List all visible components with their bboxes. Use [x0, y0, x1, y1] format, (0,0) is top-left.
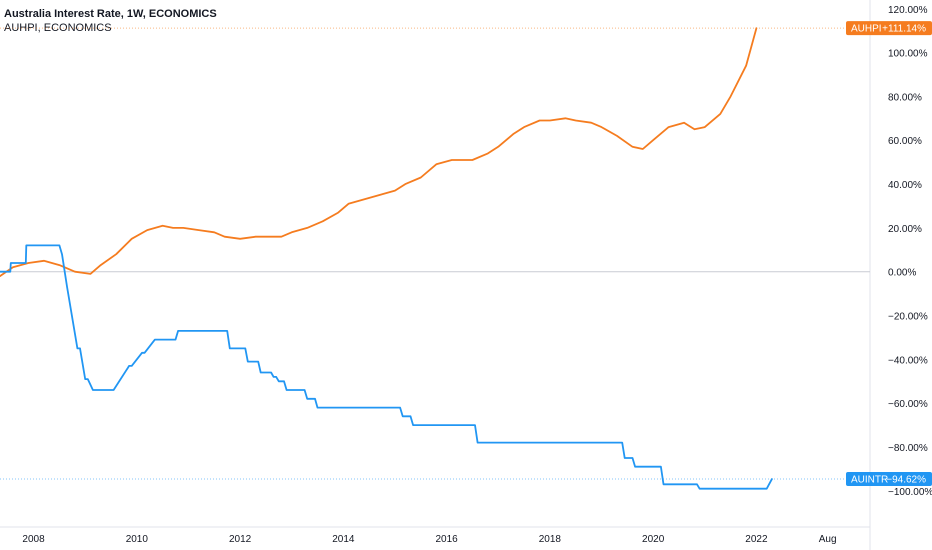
y-tick-label: 100.00%: [888, 49, 928, 60]
y-tick-label: −80.00%: [888, 443, 928, 454]
last-value-tag-auhpi: [846, 21, 932, 36]
y-tick-label: −100.00%: [888, 487, 932, 498]
x-tick-label: 2008: [22, 534, 45, 545]
x-tick-label: 2022: [745, 534, 768, 545]
last-value-tag-auintr: [846, 472, 932, 487]
series-line-auintr: [0, 244, 773, 490]
y-tick-label: −60.00%: [888, 399, 928, 410]
series-name-label: AUHPI: [851, 24, 882, 35]
y-tick-label: 80.00%: [888, 92, 922, 103]
series-name-label: AUINTR: [851, 475, 888, 486]
x-tick-label: 2018: [539, 534, 562, 545]
y-tick-label: 40.00%: [888, 180, 922, 191]
y-tick-label: 0.00%: [888, 268, 916, 279]
x-tick-label: 2010: [126, 534, 149, 545]
x-tick-label: 2020: [642, 534, 665, 545]
x-tick-label: 2012: [229, 534, 252, 545]
x-tick-label: 2014: [332, 534, 355, 545]
last-value-label: −94.62%: [886, 475, 926, 486]
x-tick-label: Aug: [819, 534, 837, 545]
series-line-auhpi: [0, 27, 758, 278]
y-tick-label: 60.00%: [888, 136, 922, 147]
y-tick-label: 120.00%: [888, 5, 928, 16]
y-tick-label: 20.00%: [888, 224, 922, 235]
y-tick-label: −20.00%: [888, 312, 928, 323]
y-tick-label: −40.00%: [888, 355, 928, 366]
x-tick-label: 2016: [435, 534, 458, 545]
last-value-label: +111.14%: [882, 24, 926, 35]
chart-title: Australia Interest Rate, 1W, ECONOMICS: [4, 8, 217, 20]
